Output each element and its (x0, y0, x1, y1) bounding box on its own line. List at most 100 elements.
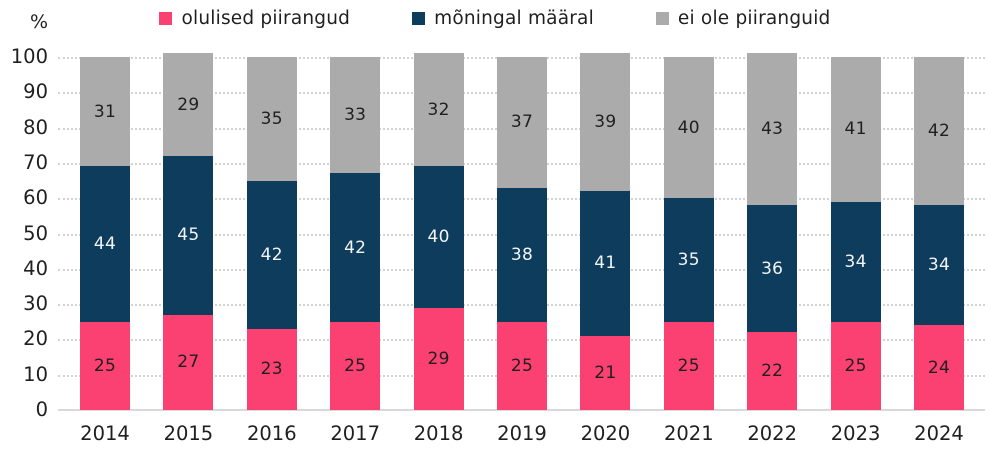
legend-label: olulised piirangud (181, 8, 351, 29)
bar-value-label: 42 (927, 121, 951, 142)
bar-segment: 41 (830, 57, 881, 202)
bar-value-label: 38 (510, 244, 534, 265)
bar-segment: 25 (830, 321, 881, 410)
bar-segment: 44 (80, 166, 130, 322)
bar-segment: 42 (246, 180, 297, 329)
bar-value-label: 24 (927, 357, 951, 378)
bar-segment: 37 (497, 57, 547, 188)
bar-segment: 32 (413, 53, 464, 167)
bar-value-label: 36 (761, 258, 784, 279)
bar-segment: 25 (497, 321, 547, 410)
legend-label: ei ole piiranguid (677, 8, 831, 29)
bar-segment: 40 (663, 57, 714, 199)
legend-swatch-icon (412, 12, 426, 25)
y-axis-tick-label: 10 (23, 362, 48, 386)
legend-item-3: ei ole piiranguid (655, 8, 831, 29)
bar-value-label: 27 (177, 352, 200, 373)
bar-segment: 22 (747, 332, 798, 410)
bar-segment: 39 (580, 53, 631, 192)
bar-value-label: 34 (927, 255, 951, 276)
bar-value-label: 33 (344, 105, 367, 126)
x-axis-category-label: 2016 (246, 422, 297, 445)
bar-value-label: 23 (260, 359, 283, 380)
bar-segment: 29 (413, 307, 464, 410)
bar-value-label: 32 (427, 99, 450, 120)
y-axis-tick-label: 40 (23, 256, 48, 280)
bar-value-label: 42 (260, 244, 283, 265)
bar-segment: 42 (914, 57, 964, 206)
bar-segment: 35 (663, 198, 714, 322)
x-axis-line (58, 409, 985, 411)
bar-value-label: 34 (844, 251, 867, 272)
bar-value-label: 22 (761, 361, 784, 382)
bar-segment: 42 (330, 173, 381, 322)
chart-legend: olulised piirangud mõningal määral ei ole … (0, 8, 990, 29)
bar-value-label: 29 (427, 348, 450, 369)
legend-label: mõningal määral (434, 8, 594, 29)
x-axis-category-label: 2022 (747, 422, 797, 445)
bar-value-label: 45 (177, 225, 200, 246)
bar-value-label: 25 (677, 355, 700, 376)
y-axis-tick-label: 60 (23, 186, 48, 210)
bar-value-label: 31 (93, 101, 117, 122)
bar-segment: 43 (747, 53, 798, 206)
y-axis-tick-label: 90 (23, 80, 48, 104)
bar-value-label: 35 (260, 108, 283, 129)
x-axis-category-label: 2014 (80, 422, 130, 445)
legend-item-2: mõningal määral (412, 8, 594, 29)
bar-segment: 23 (246, 328, 297, 410)
legend-swatch-icon (655, 12, 669, 25)
bar-value-label: 39 (594, 112, 617, 133)
bar-value-label: 35 (677, 249, 700, 270)
y-axis-unit-label: % (29, 11, 48, 33)
bar-value-label: 29 (177, 94, 200, 115)
bar-segment: 36 (747, 205, 798, 333)
bar-segment: 34 (914, 205, 964, 326)
bar-value-label: 41 (844, 119, 867, 140)
bar-segment: 21 (580, 335, 631, 410)
bar-segment: 31 (80, 57, 130, 167)
bar-segment: 24 (914, 325, 964, 410)
y-axis-tick-label: 80 (23, 115, 48, 139)
bar-value-label: 43 (761, 119, 784, 140)
x-axis-category-label: 2021 (663, 422, 714, 445)
y-axis-tick-label: 30 (23, 292, 48, 316)
bar-segment: 38 (497, 187, 547, 322)
bar-segment: 25 (80, 321, 130, 410)
x-axis-category-label: 2017 (330, 422, 380, 445)
bar-value-label: 21 (594, 362, 617, 383)
y-axis-tick-label: 0 (35, 398, 48, 421)
bar-segment: 35 (246, 57, 297, 181)
x-axis-category-label: 2023 (830, 422, 881, 445)
y-axis-tick-label: 20 (23, 327, 48, 351)
x-axis-category-label: 2024 (914, 422, 964, 445)
x-axis-category-label: 2020 (580, 422, 631, 445)
y-axis-tick-label: 50 (23, 221, 48, 245)
bar-segment: 25 (663, 321, 714, 410)
bar-segment: 33 (330, 57, 381, 174)
y-axis-tick-label: 100 (10, 45, 48, 68)
bar-value-label: 37 (510, 112, 534, 133)
bar-segment: 40 (413, 166, 464, 308)
bar-value-label: 25 (93, 355, 117, 376)
bar-segment: 29 (163, 53, 214, 156)
bar-segment: 34 (830, 201, 881, 322)
bar-value-label: 25 (510, 355, 534, 376)
bar-value-label: 44 (93, 234, 117, 255)
bar-segment: 27 (163, 314, 214, 410)
bar-segment: 41 (580, 191, 631, 336)
x-axis-category-label: 2018 (413, 422, 464, 445)
legend-item-1: olulised piirangud (159, 8, 350, 29)
bar-segment: 45 (163, 155, 214, 315)
bar-value-label: 40 (427, 227, 450, 248)
bar-value-label: 40 (677, 117, 700, 138)
bar-segment: 25 (330, 321, 381, 410)
bar-value-label: 42 (344, 237, 367, 258)
bar-value-label: 25 (344, 355, 367, 376)
x-axis-category-label: 2019 (497, 422, 547, 445)
x-axis-category-label: 2015 (163, 422, 214, 445)
bar-value-label: 41 (594, 253, 617, 274)
bar-value-label: 25 (844, 355, 867, 376)
legend-swatch-icon (159, 12, 173, 25)
